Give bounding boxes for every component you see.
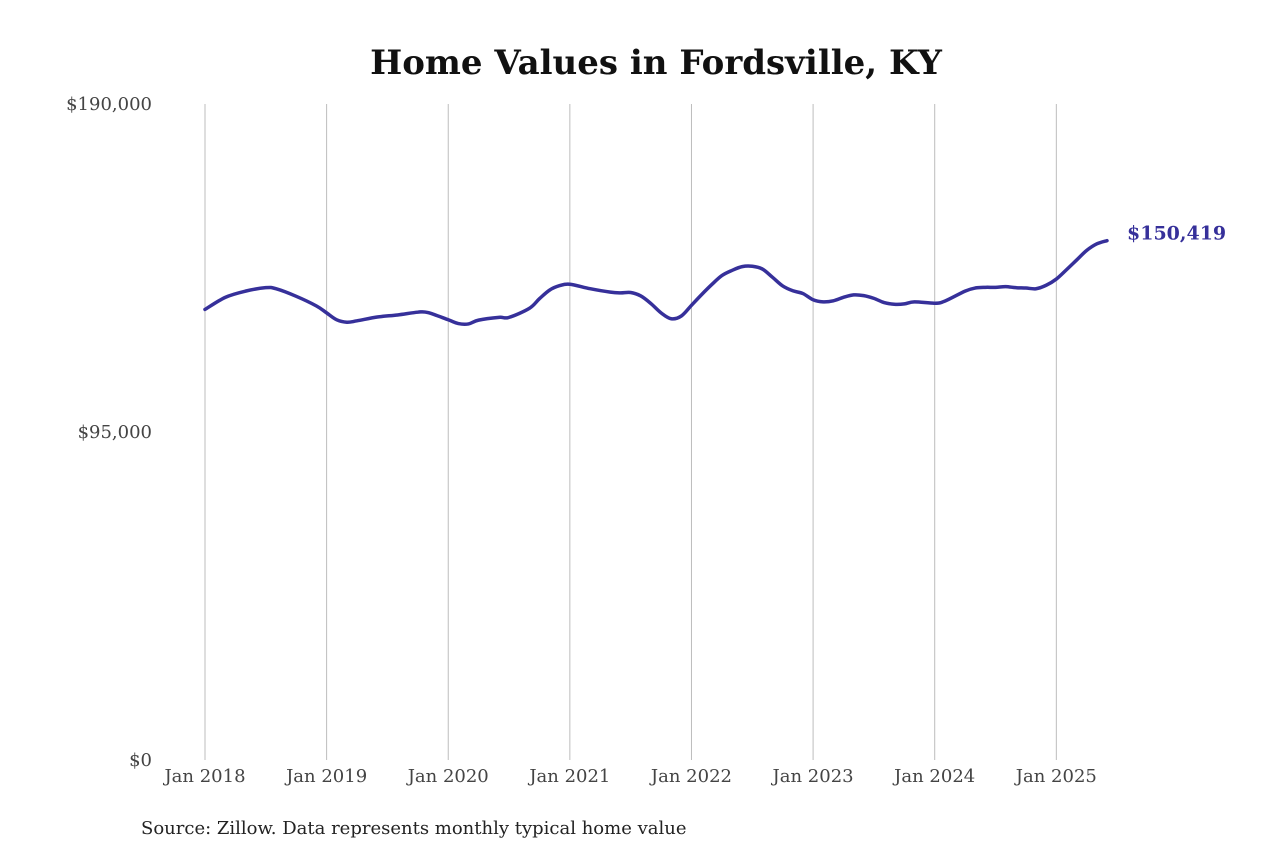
y-tick-label: $190,000 — [66, 94, 152, 115]
gridlines — [204, 104, 1057, 760]
x-tick-label: Jan 2021 — [527, 766, 610, 787]
y-axis-ticks: $190,000 $95,000 $0 — [66, 94, 152, 771]
end-value-label: $150,419 — [1127, 223, 1226, 245]
x-tick-label: Jan 2023 — [771, 766, 854, 787]
y-tick-label: $0 — [129, 750, 152, 771]
x-tick-label: Jan 2022 — [649, 766, 732, 787]
x-tick-label: Jan 2018 — [162, 766, 245, 787]
x-tick-label: Jan 2024 — [892, 766, 975, 787]
x-tick-label: Jan 2025 — [1014, 766, 1097, 787]
x-axis-ticks: Jan 2018 Jan 2019 Jan 2020 Jan 2021 Jan 2022… — [162, 766, 1096, 787]
chart-title: Home Values in Fordsville, KY — [370, 43, 942, 83]
x-tick-label: Jan 2019 — [284, 766, 367, 787]
x-tick-label: Jan 2020 — [406, 766, 489, 787]
source-note: Source: Zillow. Data represents monthly … — [141, 818, 687, 839]
series-line-home-value — [203, 238, 1109, 327]
y-tick-label: $95,000 — [78, 422, 152, 443]
